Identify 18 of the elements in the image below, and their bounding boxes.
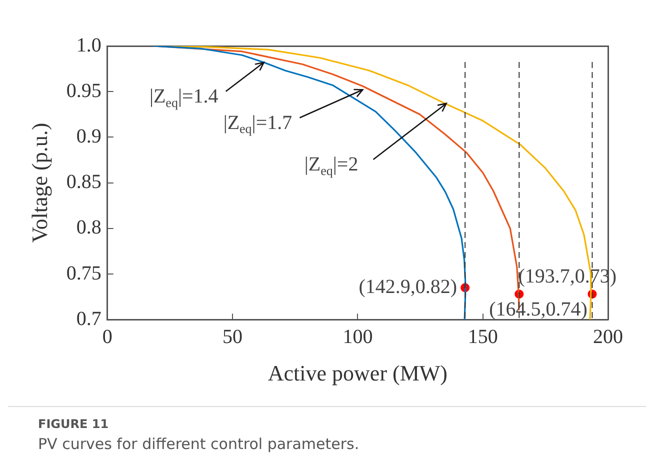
x-tick-label: 0 bbox=[102, 326, 112, 348]
caption: FIGURE 11 bbox=[38, 417, 110, 431]
y-tick-label: 0.7 bbox=[76, 308, 102, 330]
y-tick-label: 1.0 bbox=[76, 34, 102, 56]
x-tick-label: 200 bbox=[593, 326, 623, 348]
x-tick-label: 50 bbox=[222, 326, 243, 348]
x-axis-title: Active power (MW) bbox=[268, 360, 448, 386]
annotation: (142.9,0.82) bbox=[358, 276, 458, 298]
y-tick-label: 0.75 bbox=[66, 262, 102, 284]
y-axis-title: Voltage (p.u.) bbox=[26, 122, 52, 243]
x-tick-label: 100 bbox=[342, 326, 373, 348]
y-tick-label: 0.95 bbox=[66, 80, 102, 102]
x-tick-label: 150 bbox=[468, 326, 498, 348]
y-tick-label: 0.85 bbox=[66, 171, 102, 194]
y-tick-label: 0.9 bbox=[76, 125, 102, 148]
text: PV curves for different control parameters. bbox=[38, 435, 360, 453]
annotation: (164.5,0.74) bbox=[489, 298, 588, 320]
y-tick-label: 0.8 bbox=[76, 216, 102, 239]
